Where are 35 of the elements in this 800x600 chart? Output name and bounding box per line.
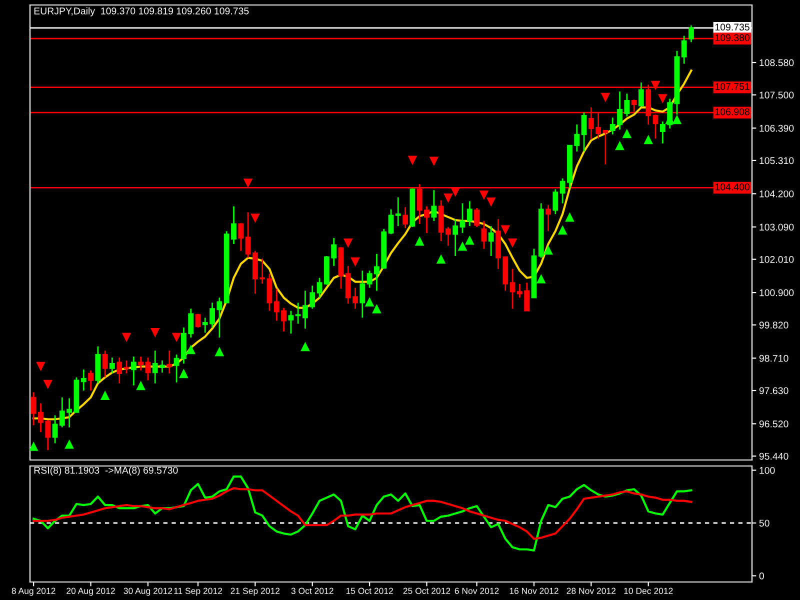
ref-line-label: 107.751 xyxy=(715,83,750,90)
x-tick-label: 3 Oct 2012 xyxy=(291,588,334,594)
x-tick-label: 28 Nov 2012 xyxy=(566,588,616,594)
x-tick-label: 10 Dec 2012 xyxy=(624,588,673,594)
y-tick-label: 100.900 xyxy=(760,289,794,296)
y-tick-label: 107.500 xyxy=(760,92,794,98)
x-tick-label: 21 Sep 2012 xyxy=(230,588,280,596)
y-tick-label: 0 xyxy=(759,572,764,580)
y-tick-label: 105.310 xyxy=(760,157,794,164)
x-tick-label: 25 Oct 2012 xyxy=(403,588,450,594)
y-tick-label: 97.630 xyxy=(759,387,788,394)
x-tick-label: 30 Aug 2012 xyxy=(124,588,172,596)
chart-title: EURJPY,Daily 109.370 109.819 109.260 109.735 xyxy=(34,7,249,16)
y-tick-label: 99.820 xyxy=(759,322,788,329)
x-tick-label: 8 Aug 2012 xyxy=(12,588,56,596)
y-tick-label: 103.090 xyxy=(760,224,794,231)
y-tick-label: 104.200 xyxy=(760,190,794,198)
x-tick-label: 11 Sep 2012 xyxy=(174,588,222,596)
y-tick-label: 108.580 xyxy=(760,59,794,66)
y-tick-label: 100 xyxy=(760,466,775,474)
x-tick-label: 15 Oct 2012 xyxy=(346,588,393,594)
y-tick-label: 96.520 xyxy=(759,420,788,428)
y-tick-label: 95.440 xyxy=(759,452,788,460)
x-tick-label: 20 Aug 2012 xyxy=(66,588,115,596)
ref-line-label: 106.908 xyxy=(715,108,750,116)
ref-line-label: 104.400 xyxy=(715,183,750,190)
ref-line-label: 109.735 xyxy=(715,24,750,31)
y-tick-label: 106.390 xyxy=(760,124,794,132)
x-tick-label: 6 Nov 2012 xyxy=(454,588,499,594)
chart-title: RSI(8) 81.1903 ->MA(8) 69.5730 xyxy=(34,466,178,476)
y-tick-label: 98.710 xyxy=(759,354,788,362)
y-tick-label: 102.010 xyxy=(760,256,794,263)
y-tick-label: 50 xyxy=(759,520,770,527)
x-tick-label: 16 Nov 2012 xyxy=(510,588,558,594)
ref-line-label: 109.380 xyxy=(715,34,750,42)
